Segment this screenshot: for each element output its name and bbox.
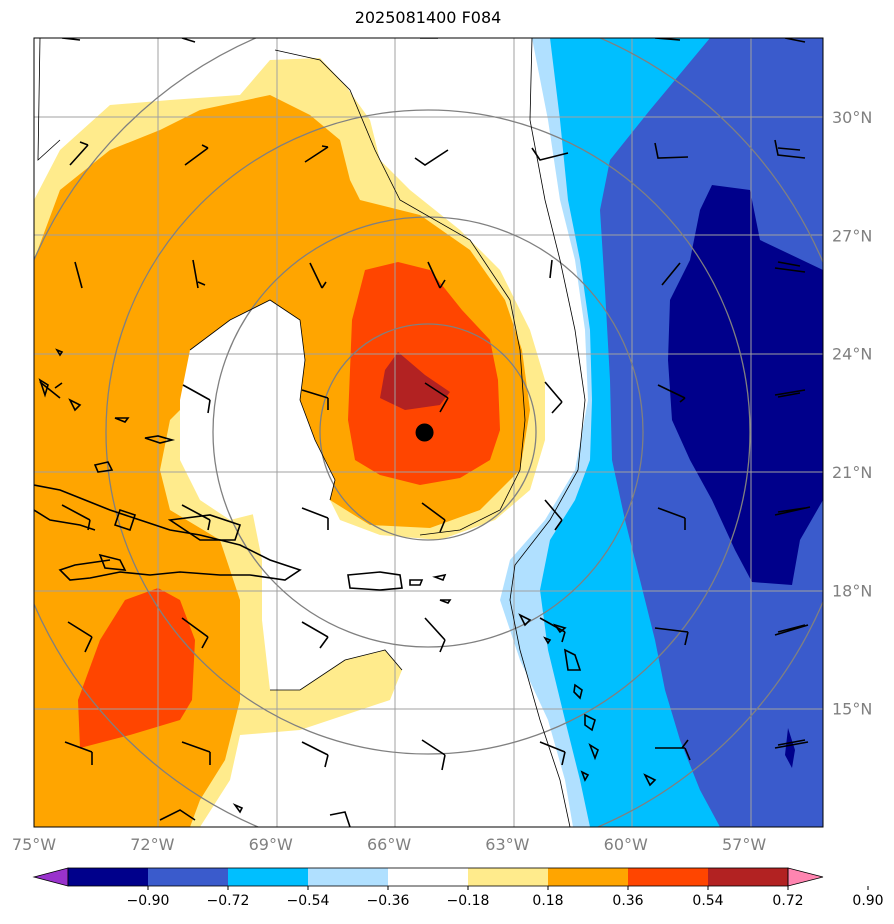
storm-center-marker xyxy=(415,423,434,442)
colorbar-frame xyxy=(67,867,789,887)
lat-tick-label: 18°N xyxy=(832,581,872,600)
contour-pos-054 xyxy=(348,262,500,485)
colorbar-swatch xyxy=(468,868,549,886)
colorbar-swatch xyxy=(68,868,149,886)
colorbar-swatch xyxy=(148,868,229,886)
colorbar-level-label: −0.72 xyxy=(207,893,250,909)
colorbar-level-label: 0.18 xyxy=(532,893,563,909)
contour-zero-core xyxy=(180,300,335,520)
lat-tick-label: 27°N xyxy=(832,226,872,245)
lon-tick-label: 66°W xyxy=(367,835,411,854)
colorbar-swatch xyxy=(708,868,789,886)
longitude-labels: 75°W 72°W 69°W 66°W 63°W 60°W 57°W xyxy=(12,835,766,854)
colorbar-level-label: 0.72 xyxy=(772,893,803,909)
colorbar-level-label: −0.90 xyxy=(127,893,170,909)
colorbar-level-label: 0.54 xyxy=(692,893,723,909)
range-rings xyxy=(34,38,823,827)
lat-tick-label: 21°N xyxy=(832,463,872,482)
plot-frame xyxy=(33,37,824,828)
graticule xyxy=(34,38,823,827)
lon-tick-label: 75°W xyxy=(12,835,56,854)
contour-pos-054-south xyxy=(78,588,195,748)
lat-tick-label: 24°N xyxy=(832,345,872,364)
colorbar-extend-low xyxy=(32,867,69,887)
lon-tick-label: 72°W xyxy=(130,835,174,854)
lat-tick-label: 15°N xyxy=(832,700,872,719)
colorbar-swatch xyxy=(628,868,709,886)
lon-tick-label: 60°W xyxy=(604,835,648,854)
wind-barbs xyxy=(39,38,811,771)
contour-lines xyxy=(37,38,586,827)
contour-neg-072 xyxy=(668,185,823,585)
colorbar-level-label: 0.90 xyxy=(852,893,883,909)
colorbar-swatch xyxy=(228,868,309,886)
colorbar-level-label: −0.54 xyxy=(287,893,330,909)
latitude-labels: 30°N 27°N 24°N 21°N 18°N 15°N xyxy=(832,108,872,719)
colorbar-swatch xyxy=(548,868,629,886)
lon-tick-label: 57°W xyxy=(722,835,766,854)
lon-tick-label: 63°W xyxy=(485,835,529,854)
lat-tick-label: 30°N xyxy=(832,108,872,127)
colorbar-level-label: −0.36 xyxy=(367,893,410,909)
colorbar-level-label: −0.18 xyxy=(447,893,490,909)
colorbar-swatch xyxy=(388,868,469,886)
map-title: 2025081400 F084 xyxy=(354,8,502,27)
contour-fills xyxy=(34,38,823,827)
colorbar-extend-high xyxy=(787,867,824,887)
lon-tick-label: 69°W xyxy=(249,835,293,854)
contour-pos-072 xyxy=(380,352,450,410)
colorbar-level-label: 0.36 xyxy=(612,893,643,909)
colorbar-swatch xyxy=(308,868,389,886)
colorbar: −0.90 −0.72 −0.54 −0.36 −0.18 0.18 0.36 0.54 0.7… xyxy=(32,867,884,909)
contour-neg-072-small xyxy=(785,728,795,768)
